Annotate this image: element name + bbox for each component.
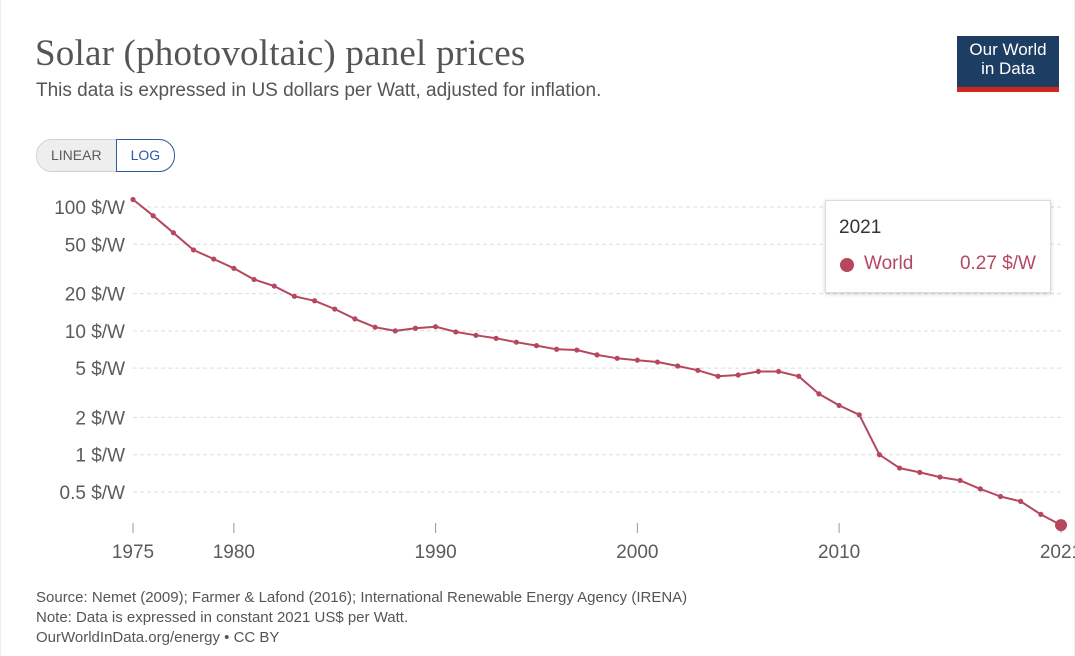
data-point (937, 474, 943, 480)
data-point (554, 346, 560, 352)
data-point (352, 316, 358, 322)
highlighted-data-point (1055, 519, 1067, 532)
chart-title: Solar (photovoltaic) panel prices (35, 33, 526, 74)
data-point (574, 347, 580, 353)
data-point (170, 230, 176, 236)
scale-toggle: LINEAR LOG (36, 139, 176, 172)
y-tick-label: 20 $/W (65, 285, 125, 306)
data-point (614, 355, 620, 361)
data-point (735, 372, 741, 378)
x-tick-label: 1980 (213, 542, 255, 563)
y-tick-label: 1 $/W (75, 446, 125, 467)
x-tick-label: 1990 (414, 542, 456, 563)
source-text: Source: Nemet (2009); Farmer & Lafond (2… (36, 589, 688, 606)
data-point (332, 306, 338, 312)
linear-scale-button[interactable]: LINEAR (37, 140, 116, 171)
note-text: Note: Data is expressed in constant 2021… (36, 609, 409, 626)
logo-line-2: in Data (981, 59, 1035, 78)
x-tick-label: 2021 (1040, 542, 1075, 563)
data-point (311, 298, 318, 304)
data-point (412, 325, 419, 331)
logo-line-1: Our World (969, 40, 1047, 59)
y-tick-label: 5 $/W (75, 359, 125, 380)
chart-subtitle: This data is expressed in US dollars per… (36, 80, 602, 101)
data-point (1038, 511, 1044, 517)
data-point (291, 293, 297, 299)
data-point (796, 373, 802, 379)
tooltip: 2021 World 0.27 $/W (825, 200, 1051, 293)
data-point (856, 412, 862, 418)
tooltip-year: 2021 (839, 217, 882, 238)
data-point (755, 368, 761, 375)
tooltip-value: 0.27 $/W (959, 253, 1036, 274)
data-point (695, 367, 701, 373)
y-tick-label: 100 $/W (54, 198, 125, 219)
data-point (473, 332, 479, 338)
data-point (836, 402, 842, 409)
data-point (211, 256, 217, 262)
data-point (190, 247, 197, 253)
y-tick-label: 2 $/W (75, 408, 125, 429)
data-point (372, 324, 378, 330)
tooltip-series-name: World (864, 253, 914, 274)
series-color-dot (840, 258, 854, 272)
data-point (453, 329, 459, 335)
data-point (775, 368, 782, 375)
data-point (513, 339, 519, 345)
data-point (493, 335, 499, 341)
data-point (594, 352, 600, 358)
data-point (392, 328, 398, 334)
data-point (816, 391, 822, 397)
data-point (271, 283, 277, 289)
data-point (957, 477, 963, 484)
data-point (715, 373, 721, 379)
data-point (675, 363, 681, 369)
owid-link[interactable]: OurWorldInData.org/energy • CC BY (36, 629, 280, 646)
data-point (876, 452, 883, 458)
x-tick-label: 2010 (818, 542, 860, 563)
data-point (150, 213, 156, 219)
owid-logo[interactable]: Our World in Data (957, 36, 1059, 92)
y-tick-label: 10 $/W (65, 322, 125, 343)
data-point (997, 493, 1004, 500)
data-point (231, 265, 237, 271)
data-point (533, 343, 540, 349)
footer: Source: Nemet (2009); Farmer & Lafond (2… (36, 588, 687, 648)
data-point (897, 465, 903, 471)
y-tick-label: 50 $/W (65, 235, 125, 256)
data-point (251, 276, 257, 283)
data-point (634, 357, 640, 363)
x-tick-label: 2000 (616, 542, 658, 563)
data-point (977, 486, 983, 492)
data-point (130, 196, 136, 203)
data-point (433, 324, 439, 330)
log-scale-button[interactable]: LOG (115, 139, 176, 172)
y-tick-label: 0.5 $/W (60, 483, 126, 504)
logo-accent-bar (957, 87, 1059, 92)
data-point (1018, 498, 1024, 504)
data-point (917, 469, 923, 475)
data-point (654, 359, 661, 365)
x-tick-label: 1975 (112, 542, 154, 563)
